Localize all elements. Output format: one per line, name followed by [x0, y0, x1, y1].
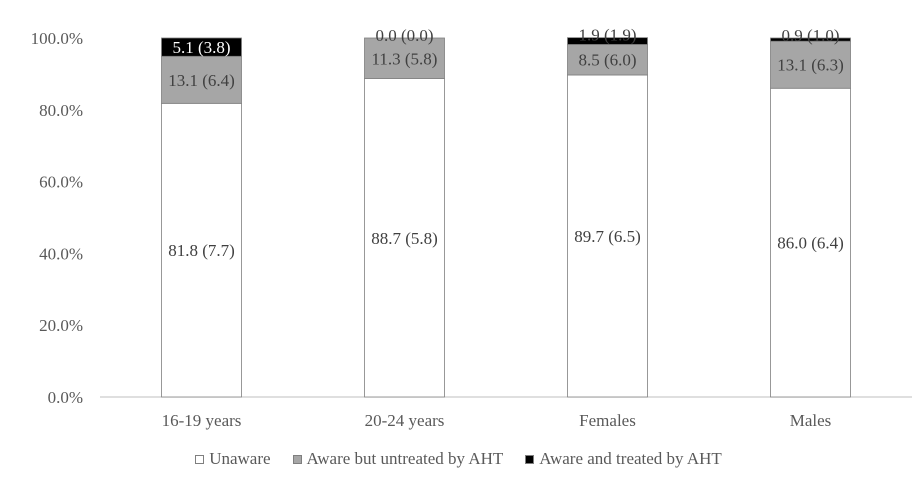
y-tick-label: 80.0%: [39, 101, 83, 120]
data-label: 0.9 (1.0): [781, 26, 839, 45]
data-label: 1.9 (1.9): [578, 26, 636, 45]
bar-segment: [364, 37, 445, 79]
data-label: 89.7 (6.5): [574, 227, 641, 246]
x-axis-categories: 16-19 years 20-24 years Females Males: [162, 411, 832, 430]
bar-segment: [770, 40, 851, 89]
legend-item: Unaware: [195, 449, 271, 469]
bar-segment: [161, 37, 242, 57]
data-label: 11.3 (5.8): [372, 49, 438, 68]
y-tick-label: 40.0%: [39, 244, 83, 263]
legend-item: Aware but untreated by AHT: [292, 449, 504, 469]
bar-segment: [770, 37, 851, 42]
y-tick-label: 60.0%: [39, 173, 83, 192]
legend-swatch: [292, 454, 302, 464]
legend-label: Aware but untreated by AHT: [306, 449, 504, 468]
bar-segment: [567, 44, 648, 76]
x-category-label: Females: [579, 411, 636, 430]
legend-swatch: [195, 454, 205, 464]
data-label: 86.0 (6.4): [777, 234, 844, 253]
y-tick-label: 100.0%: [31, 29, 83, 48]
data-label: 0.0 (0.0): [375, 26, 433, 45]
bar-segment: [770, 87, 851, 398]
y-tick-label: 20.0%: [39, 316, 83, 335]
data-label: 5.1 (3.8): [172, 38, 230, 57]
legend: Unaware Aware but untreated by AHT Aware a…: [0, 446, 917, 472]
y-axis-ticks: 0.0% 20.0% 40.0% 60.0% 80.0% 100.0%: [31, 29, 83, 407]
legend-swatch: [525, 454, 535, 464]
legend-label: Unaware: [209, 449, 271, 468]
data-label: 13.1 (6.4): [168, 71, 235, 90]
data-label: 13.1 (6.3): [777, 56, 844, 75]
bar-segment: [567, 74, 648, 398]
bar-segment: [567, 37, 648, 45]
data-label: 88.7 (5.8): [371, 229, 438, 248]
x-category-label: 20-24 years: [365, 411, 445, 430]
x-category-label: 16-19 years: [162, 411, 242, 430]
bars: 81.8 (7.7) 13.1 (6.4) 5.1 (3.8) 88.7 (5.8) 1…: [161, 26, 851, 398]
data-label: 81.8 (7.7): [168, 241, 235, 260]
data-label: 8.5 (6.0): [578, 51, 636, 70]
y-tick-label: 0.0%: [48, 388, 83, 407]
bar-segment: [161, 55, 242, 104]
legend-label: Aware and treated by AHT: [539, 449, 722, 468]
bar-segment: [364, 78, 445, 398]
legend-item: Aware and treated by AHT: [525, 449, 722, 469]
stacked-bar-chart: 0.0% 20.0% 40.0% 60.0% 80.0% 100.0% 81.8 (7.7…: [31, 26, 912, 430]
x-category-label: Males: [790, 411, 832, 430]
bar-segment: [161, 102, 242, 398]
